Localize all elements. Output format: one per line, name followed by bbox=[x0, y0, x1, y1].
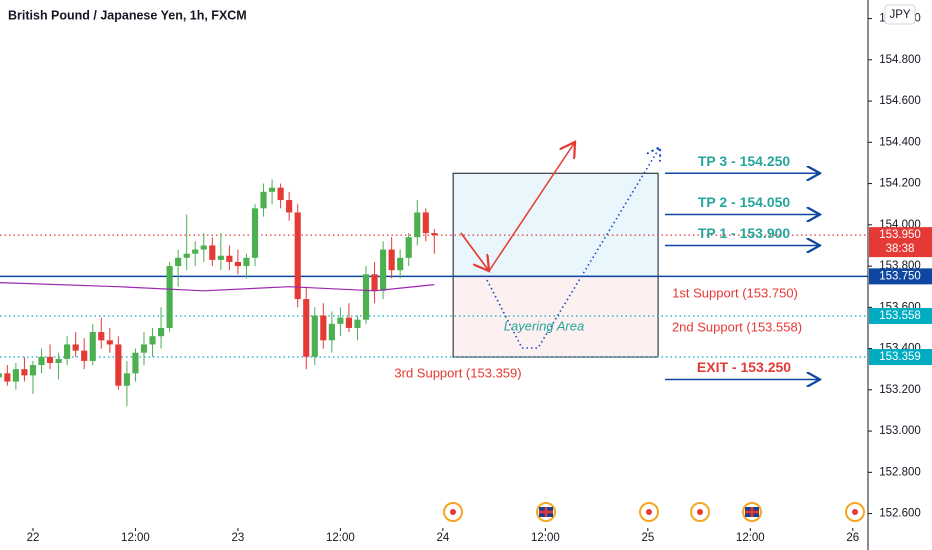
currency-badge[interactable] bbox=[884, 4, 916, 25]
candle-body bbox=[175, 257, 182, 267]
zone-label: Layering Area bbox=[504, 318, 584, 333]
chart-title: British Pound / Japanese Yen, 1h, FXCM bbox=[8, 8, 247, 22]
price-label-box bbox=[869, 227, 932, 258]
candle-body bbox=[226, 255, 233, 262]
x-tick-label: 26 bbox=[846, 532, 859, 544]
candle-body bbox=[217, 255, 224, 260]
candle-body bbox=[81, 350, 88, 361]
x-tick-label: 12:00 bbox=[736, 532, 765, 544]
candle-body bbox=[397, 257, 404, 271]
x-tick-label: 22 bbox=[27, 532, 40, 544]
candle-body bbox=[354, 319, 361, 328]
level-label: TP 2 - 154.050 bbox=[698, 194, 791, 210]
candle-body bbox=[260, 191, 267, 209]
price-label-box bbox=[869, 349, 932, 366]
candle-body bbox=[140, 344, 148, 353]
x-tick-label: 12:00 bbox=[121, 532, 150, 544]
y-tick-label: 152.600 bbox=[879, 508, 921, 520]
candle-body bbox=[345, 317, 353, 328]
support-label: 3rd Support (153.359) bbox=[394, 365, 521, 380]
price-label: 153.750 bbox=[879, 270, 921, 282]
candle-body bbox=[0, 373, 2, 378]
candle-body bbox=[132, 352, 139, 374]
candle-body bbox=[166, 266, 173, 328]
candle-body bbox=[89, 332, 96, 361]
level-label: TP 3 - 154.250 bbox=[698, 153, 791, 169]
x-tick-label: 12:00 bbox=[326, 532, 355, 544]
candle-body bbox=[72, 344, 79, 351]
y-tick-label: 154.200 bbox=[879, 178, 921, 190]
x-tick-label: 24 bbox=[436, 532, 449, 544]
candle-body bbox=[183, 253, 190, 258]
candle-body bbox=[414, 212, 421, 238]
candle-body bbox=[46, 356, 54, 363]
candle-body bbox=[286, 200, 293, 213]
candle-body bbox=[251, 208, 259, 258]
candle-body bbox=[311, 315, 318, 357]
candle-body bbox=[337, 317, 344, 324]
y-tick-label: 153.200 bbox=[879, 384, 921, 396]
x-tick-label: 25 bbox=[641, 532, 654, 544]
candle-body bbox=[21, 369, 28, 376]
y-tick-label: 153.000 bbox=[879, 425, 921, 437]
zone bbox=[452, 172, 659, 277]
candle-body bbox=[277, 187, 284, 201]
support-label: 2nd Support (153.558) bbox=[672, 319, 802, 334]
countdown: 38:38 bbox=[886, 243, 915, 255]
price-label: 153.950 bbox=[879, 229, 921, 241]
x-tick-label: 12:00 bbox=[531, 532, 560, 544]
y-tick-label: 154.800 bbox=[879, 54, 921, 66]
level-label: EXIT - 153.250 bbox=[697, 359, 791, 375]
candle-body bbox=[405, 237, 412, 258]
event-icons bbox=[443, 502, 865, 522]
candle-body bbox=[234, 261, 241, 267]
candle-body bbox=[294, 212, 301, 300]
candle-body bbox=[29, 365, 37, 376]
candle-body bbox=[362, 274, 370, 320]
price-label-box bbox=[869, 307, 932, 324]
candle-body bbox=[4, 373, 11, 382]
candle-body bbox=[422, 212, 429, 234]
price-label: 153.558 bbox=[879, 310, 921, 322]
candle-body bbox=[269, 187, 276, 192]
y-tick-label: 154.600 bbox=[879, 95, 921, 107]
moving-average bbox=[0, 282, 435, 292]
candle-body bbox=[55, 358, 62, 363]
price-label: 153.359 bbox=[879, 351, 921, 363]
candle-body bbox=[12, 369, 19, 382]
candle-body bbox=[64, 344, 71, 359]
zone bbox=[452, 275, 659, 358]
candle-body bbox=[388, 249, 395, 271]
currency-label[interactable]: JPY bbox=[889, 9, 910, 21]
candle-body bbox=[303, 299, 310, 357]
candle-body bbox=[157, 327, 165, 337]
candle-body bbox=[209, 245, 216, 260]
candle-body bbox=[243, 257, 250, 267]
support-label: 1st Support (153.750) bbox=[672, 285, 798, 300]
red-arrow-head bbox=[460, 232, 489, 271]
candle-body bbox=[328, 323, 335, 341]
price-label-box bbox=[869, 268, 932, 285]
level-label: TP 1 - 153.900 bbox=[698, 225, 791, 241]
y-tick-label: 154.400 bbox=[879, 136, 921, 148]
candle-body bbox=[106, 340, 113, 345]
candle-body bbox=[149, 336, 156, 345]
candle-body bbox=[320, 315, 327, 341]
candle-body bbox=[115, 344, 122, 386]
candle-body bbox=[371, 274, 378, 291]
candle-body bbox=[192, 249, 199, 254]
candle-body bbox=[200, 245, 207, 250]
candle-body bbox=[380, 249, 387, 291]
x-tick-label: 23 bbox=[232, 532, 245, 544]
y-tick-label: 152.800 bbox=[879, 466, 921, 478]
candle-body bbox=[38, 356, 45, 366]
candle-body bbox=[98, 332, 105, 341]
candle-body bbox=[123, 373, 130, 386]
candle-body bbox=[431, 233, 438, 236]
